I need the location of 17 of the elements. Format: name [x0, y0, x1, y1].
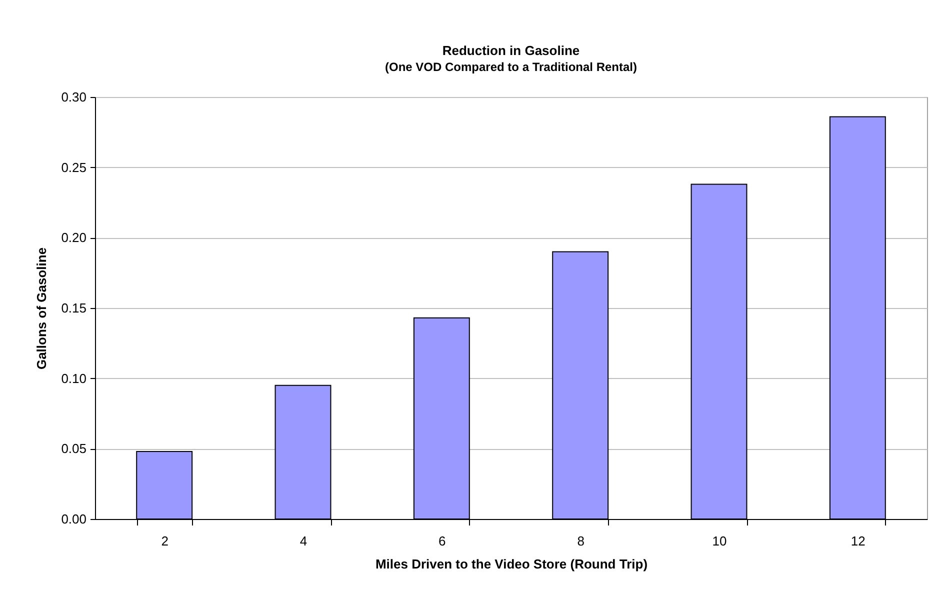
- x-tick-label: 12: [850, 534, 866, 548]
- x-tick-label: 10: [712, 534, 727, 548]
- chart-title: Reduction in Gasoline: [442, 43, 580, 58]
- y-tick-label: 0.10: [61, 370, 86, 386]
- y-tick-label: 0.20: [61, 230, 86, 246]
- x-tick-label: 4: [300, 534, 308, 548]
- y-tick-label: 0.30: [61, 90, 86, 104]
- x-tick-label: 6: [438, 534, 446, 548]
- y-tick-label: 0.15: [61, 300, 86, 316]
- y-tick-label: 0.05: [61, 441, 86, 456]
- x-axis-title: Miles Driven to the Video Store (Round Trip): [375, 556, 648, 572]
- chart-subtitle: (One VOD Compared to a Traditional Rental): [384, 60, 638, 74]
- x-tick-label: 2: [161, 534, 168, 548]
- y-tick-label: 0.25: [61, 160, 86, 175]
- y-tick-label: 0.00: [61, 512, 86, 526]
- y-axis-title: Gallons of Gasoline: [34, 247, 50, 370]
- x-tick-label: 8: [577, 534, 584, 548]
